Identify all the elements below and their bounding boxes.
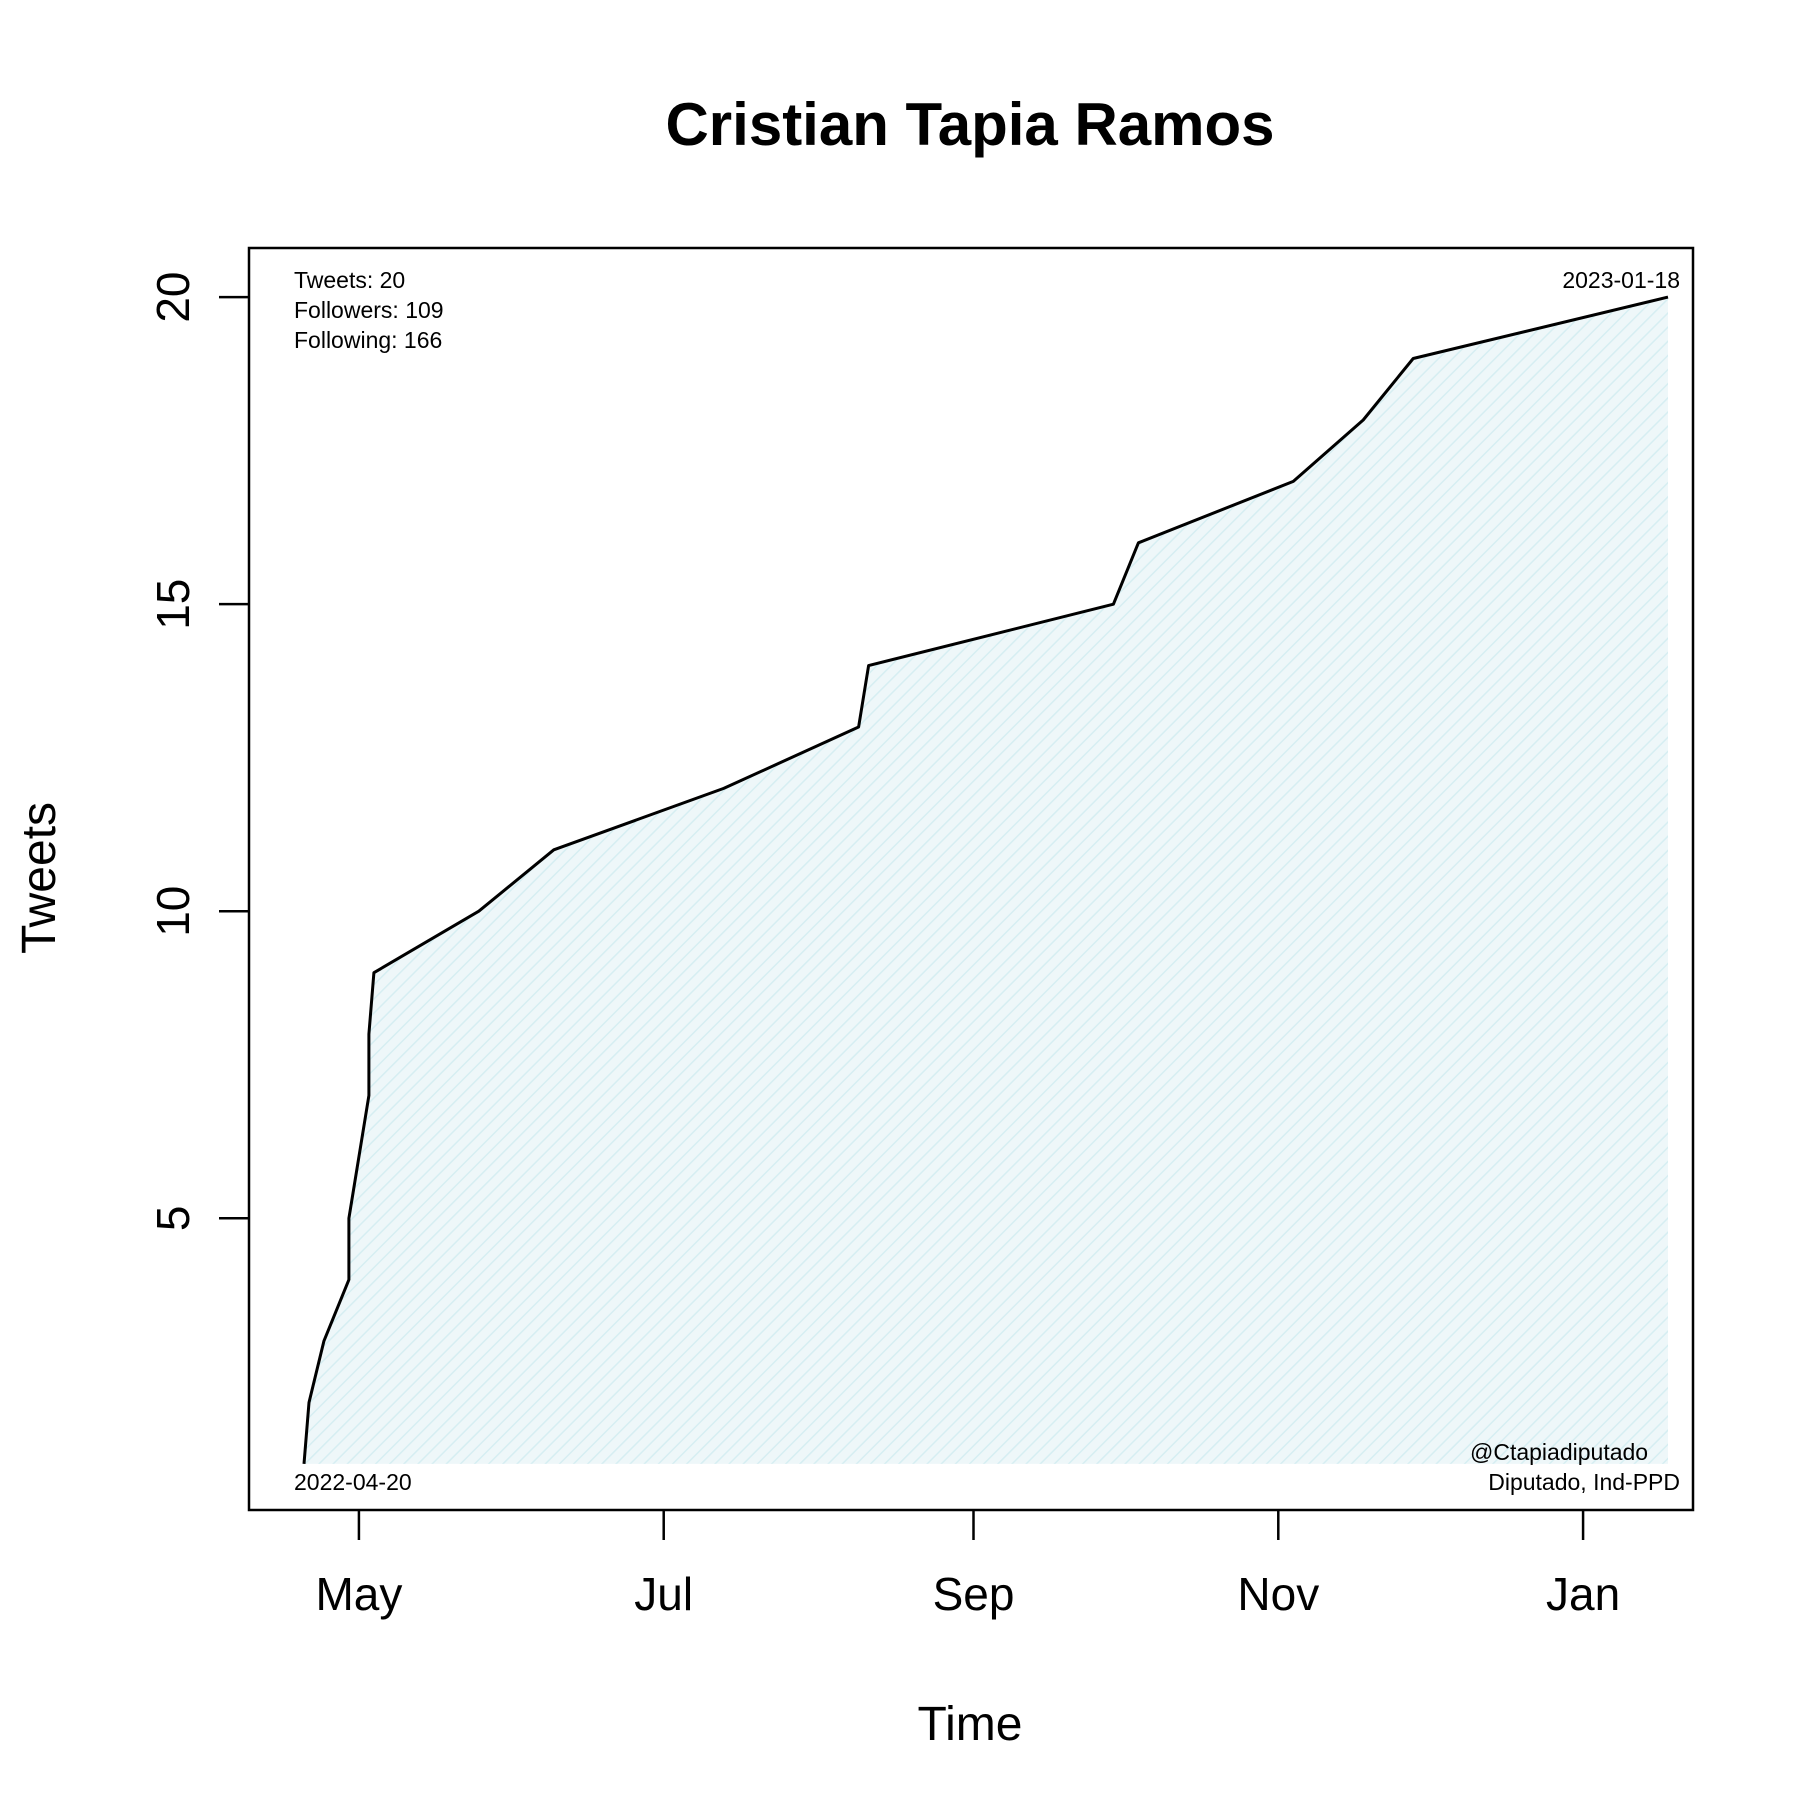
y-tick-label: 20: [147, 272, 199, 323]
chart-title: Cristian Tapia Ramos: [665, 91, 1274, 158]
y-tick-label: 5: [147, 1206, 199, 1232]
stat-following: Following: 166: [294, 327, 442, 353]
role-label: Diputado, Ind-PPD: [1488, 1469, 1680, 1495]
stat-tweets: Tweets: 20: [294, 267, 405, 293]
y-axis-title: Tweets: [13, 802, 66, 954]
end-date-label: 2023-01-18: [1562, 267, 1680, 293]
plot-frame: [247, 246, 1695, 1512]
x-tick-label: Jan: [1546, 1568, 1620, 1620]
plot-area: [302, 295, 1669, 1465]
y-tick-label: 15: [147, 579, 199, 630]
x-tick-label: Sep: [933, 1568, 1015, 1620]
y-tick-label: 10: [147, 886, 199, 937]
stat-followers: Followers: 109: [294, 297, 444, 323]
x-tick-label: Jul: [634, 1568, 693, 1620]
handle-label: @Ctapiadiputado: [1470, 1439, 1648, 1465]
x-axis: May Jul Sep Nov Jan: [315, 1510, 1620, 1620]
series-line: [302, 295, 1669, 1465]
start-date-label: 2022-04-20: [294, 1469, 412, 1495]
area-fill: [304, 297, 1668, 1464]
x-tick-label: May: [315, 1568, 402, 1620]
y-axis: 5 10 15 20: [147, 272, 249, 1232]
x-axis-title: Time: [918, 1698, 1023, 1751]
x-tick-label: Nov: [1237, 1568, 1319, 1620]
